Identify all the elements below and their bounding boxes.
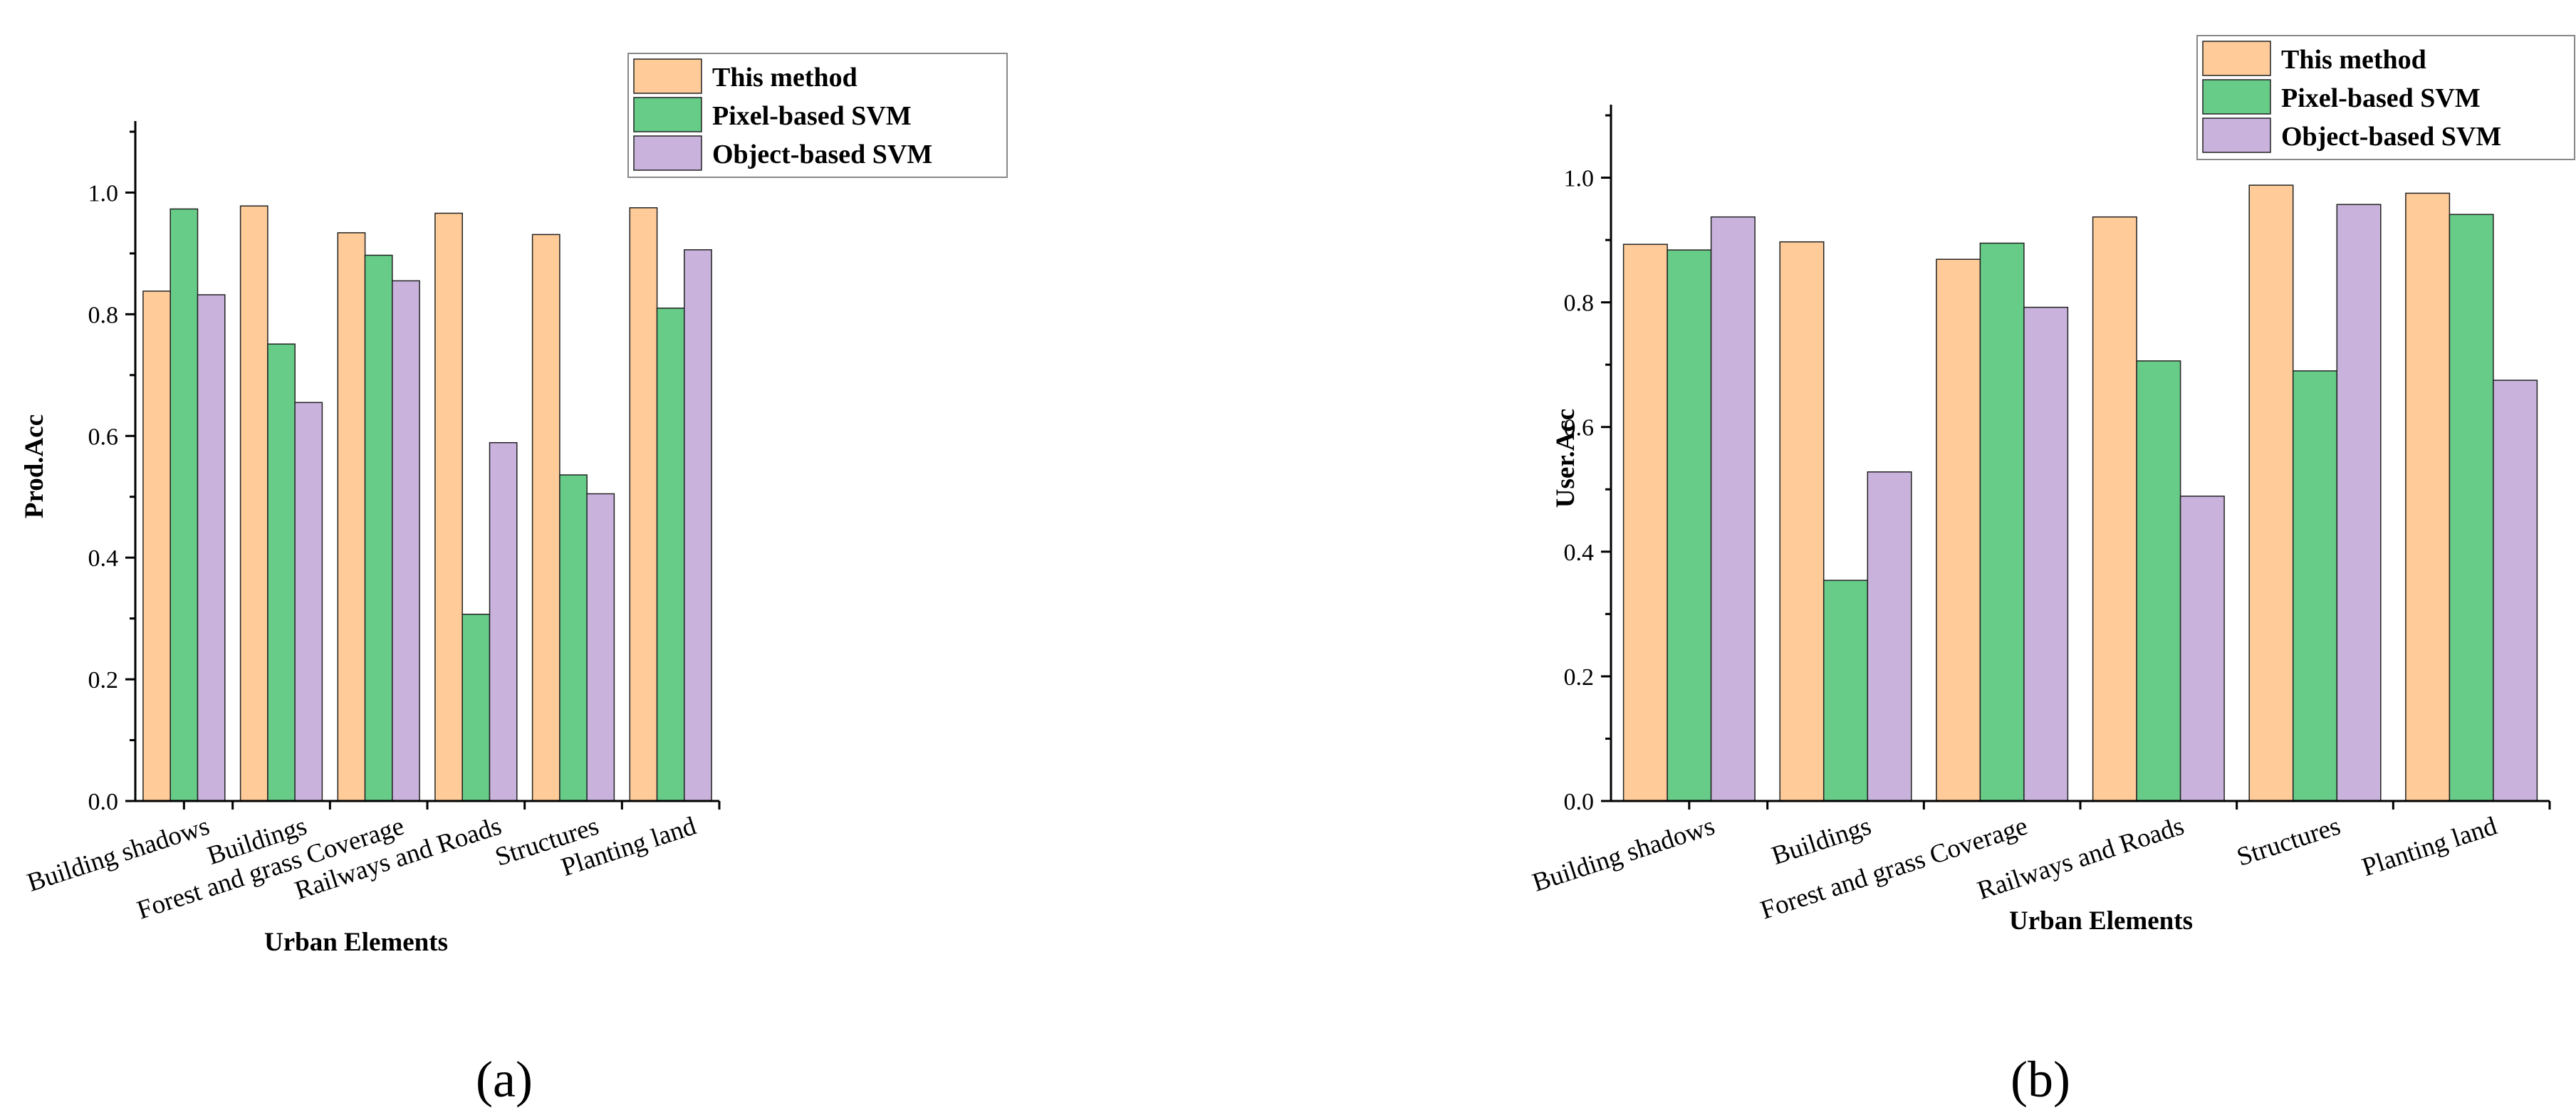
legend: This method Pixel-based SVM Object-based S… [627,53,1008,178]
legend-label: This method [2281,45,2426,75]
legend: This method Pixel-based SVM Object-based S… [2196,35,2575,160]
bar-structures-this-method [531,234,560,802]
y-tick-label: 0.2 [88,667,119,693]
legend-swatch-pixel-based-svm [2202,79,2271,115]
panel-label: (a) [476,1051,533,1108]
bar-buildings-pixel-based-svm [267,343,296,802]
y-tick-label: 0.4 [88,545,119,572]
bar-planting-land-this-method [629,207,658,802]
bar-forest-and-grass-coverage-pixel-based-svm [1979,242,2025,802]
bar-building-shadows-this-method [142,290,171,802]
legend-label: Pixel-based SVM [712,101,912,131]
bar-structures-pixel-based-svm [2292,370,2337,802]
y-tick-label: 0.8 [88,302,119,328]
legend-swatch-this-method [2202,41,2271,76]
bar-structures-this-method [2248,184,2294,802]
bar-forest-and-grass-coverage-object-based-svm [392,280,420,802]
bar-buildings-this-method [239,205,268,802]
legend-swatch-pixel-based-svm [633,97,702,132]
bar-structures-object-based-svm [2336,204,2382,802]
y-tick-label: 0.6 [88,424,119,450]
bar-building-shadows-object-based-svm [1710,216,1756,802]
bar-railways-and-roads-object-based-svm [2179,496,2225,802]
bar-forest-and-grass-coverage-object-based-svm [2023,306,2069,802]
bar-forest-and-grass-coverage-pixel-based-svm [364,254,393,802]
y-tick-label: 1.0 [1564,166,1595,192]
bar-buildings-object-based-svm [1867,471,1912,802]
y-tick-label: 0.8 [1564,290,1595,317]
legend-swatch-object-based-svm [2202,117,2271,153]
bar-structures-pixel-based-svm [559,474,588,802]
x-tick-label: Buildings [1768,812,1875,871]
bar-railways-and-roads-pixel-based-svm [2136,360,2181,802]
y-tick-label: 0.2 [1564,664,1595,691]
y-tick-label: 0.0 [1564,789,1595,815]
bar-forest-and-grass-coverage-this-method [1936,258,1981,802]
bar-buildings-pixel-based-svm [1823,580,1868,802]
bar-railways-and-roads-pixel-based-svm [462,613,491,802]
y-tick-label: 0.4 [1564,540,1595,566]
x-tick-label: Planting land [2359,811,2501,882]
y-axis-title: User.Acc [1551,409,1580,508]
bar-railways-and-roads-this-method [2092,216,2137,802]
bar-buildings-this-method [1779,241,1825,802]
bar-buildings-object-based-svm [294,402,323,802]
bar-planting-land-object-based-svm [684,249,712,802]
bar-forest-and-grass-coverage-this-method [337,232,366,802]
chart-b: 0.0 0.2 0.4 0.6 0.8 1.0 Building shadows Buildi… [1529,35,2575,936]
y-tick-label: 0.6 [1564,415,1595,441]
legend-swatch-this-method [633,58,702,94]
bar-railways-and-roads-this-method [434,212,463,802]
bar-planting-land-pixel-based-svm [2449,214,2494,802]
x-axis-title: Urban Elements [2009,906,2193,936]
bar-building-shadows-object-based-svm [197,294,226,802]
y-axis-title: Prod.Acc [20,414,49,518]
bar-planting-land-pixel-based-svm [656,308,685,802]
x-axis-title: Urban Elements [264,928,448,957]
bar-building-shadows-pixel-based-svm [170,208,199,802]
bar-building-shadows-this-method [1622,244,1668,802]
legend-label: Object-based SVM [712,140,932,169]
bar-building-shadows-pixel-based-svm [1667,249,1712,802]
legend-label: Object-based SVM [2281,122,2501,152]
x-tick-label: Structures [2233,812,2344,872]
legend-label: Pixel-based SVM [2281,83,2481,113]
bar-structures-object-based-svm [586,493,615,802]
y-tick-label: 0.0 [88,789,119,815]
x-tick-label: Building shadows [1529,812,1719,898]
x-tick-label: Forest and grass Coverage [1757,812,2031,926]
y-tick-label: 1.0 [88,180,119,206]
bar-railways-and-roads-object-based-svm [489,441,518,802]
panel-label: (b) [2011,1051,2070,1108]
legend-label: This method [712,63,857,93]
bar-planting-land-object-based-svm [2493,379,2538,802]
bar-planting-land-this-method [2405,192,2451,802]
legend-swatch-object-based-svm [633,135,702,171]
